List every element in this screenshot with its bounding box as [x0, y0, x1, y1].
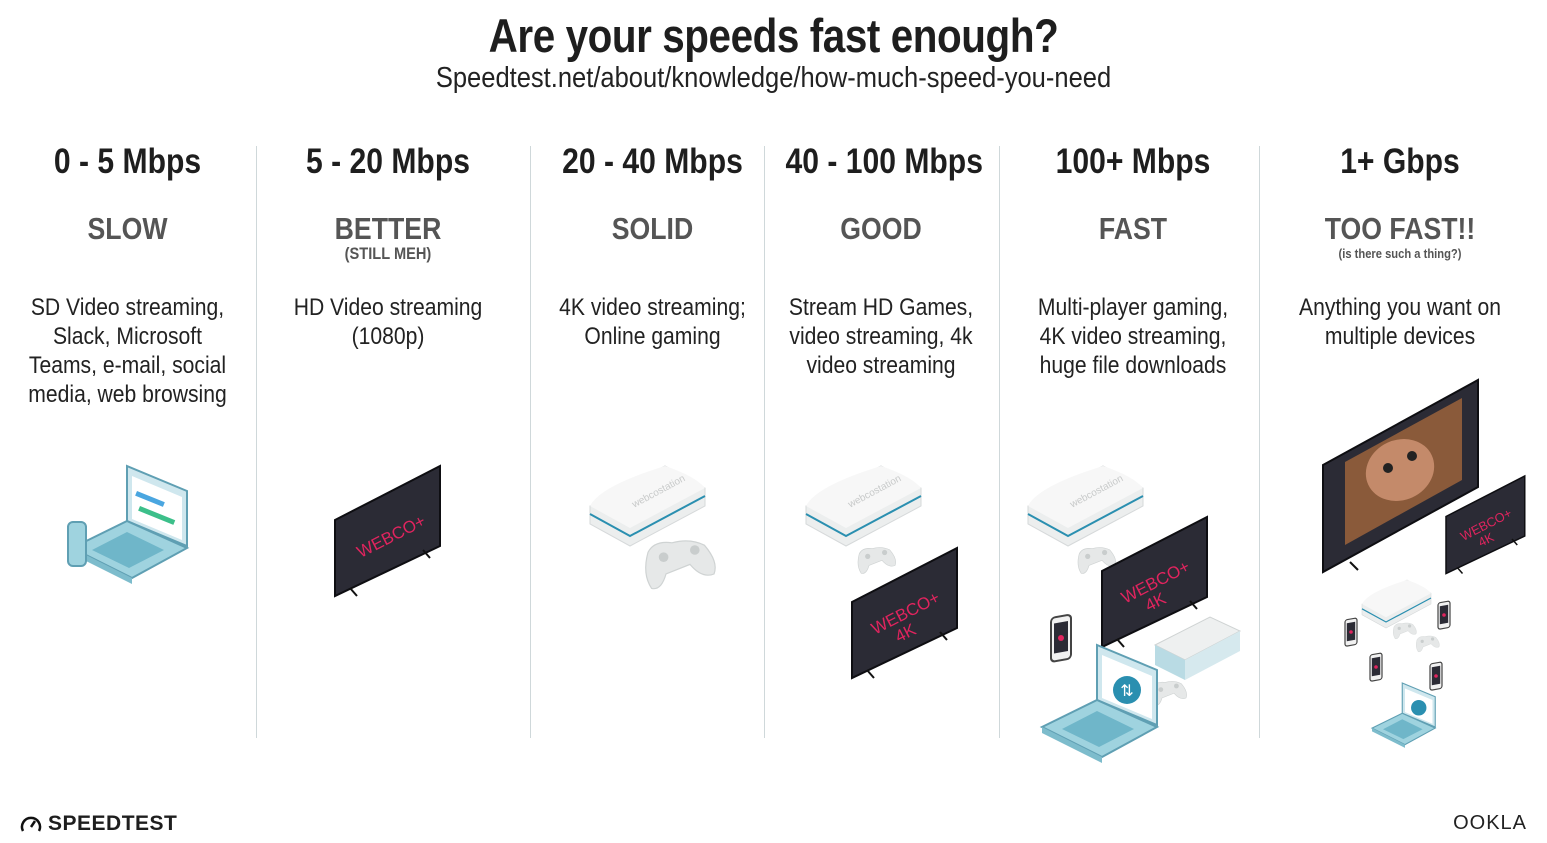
- tv-4k-icon: WEBCO+ 4K: [1445, 475, 1526, 575]
- game-console-icon: webcostation: [1027, 465, 1144, 547]
- tier-good: 40 - 100 Mbps GOOD Stream HD Games, vide…: [770, 140, 992, 379]
- tier-description: HD Video streaming (1080p): [293, 294, 483, 350]
- phone-icon: [1437, 600, 1451, 631]
- column-divider: [530, 146, 531, 738]
- page-subtitle-url: Speedtest.net/about/knowledge/how-much-s…: [435, 62, 1112, 94]
- tier-fast: 100+ Mbps FAST Multi-player gaming, 4K v…: [1013, 140, 1253, 379]
- tv-4k-text: 4K: [1476, 529, 1497, 550]
- svg-text:⇅: ⇅: [1120, 681, 1133, 700]
- game-controller-icon: [1416, 635, 1440, 653]
- tier-speed: 1+ Gbps: [1340, 142, 1460, 181]
- game-controller-icon: [645, 540, 716, 590]
- tier-sublabel: (STILL MEH): [344, 244, 432, 263]
- tv-4k-icon: WEBCO+ 4K: [851, 547, 958, 679]
- column-divider: [999, 146, 1000, 738]
- column-divider: [256, 146, 257, 738]
- tier-label: FAST: [1098, 211, 1168, 246]
- speedtest-logo: SPEEDTEST: [20, 812, 177, 836]
- tier-solid: 20 - 40 Mbps SOLID 4K video streaming; O…: [540, 140, 765, 350]
- phone-icon: [1344, 617, 1358, 648]
- tier-description: Anything you want on multiple devices: [1299, 294, 1501, 350]
- tier-label: GOOD: [840, 211, 922, 246]
- laptop-upload-icon: ⇅: [1041, 644, 1158, 764]
- tier-better: 5 - 20 Mbps BETTER (STILL MEH) HD Video …: [268, 140, 508, 350]
- phone-icon: [1369, 652, 1383, 683]
- large-tv-icon: [1322, 378, 1479, 574]
- tier-speed: 0 - 5 Mbps: [53, 142, 202, 181]
- tier-label: TOO FAST!!: [1324, 211, 1476, 246]
- tier-description: Stream HD Games, video streaming, 4k vid…: [788, 294, 974, 379]
- ookla-logo: OOKLA: [1453, 812, 1527, 834]
- tier-label: SOLID: [611, 211, 694, 246]
- tv-4k-icon: WEBCO+ 4K: [1101, 516, 1208, 648]
- phone-icon: [67, 521, 87, 567]
- game-console-icon: webcostation: [805, 465, 922, 547]
- tier-label: SLOW: [87, 211, 168, 246]
- game-console-icon: [1361, 579, 1432, 629]
- tier-description: SD Video streaming, Slack, Microsoft Tea…: [28, 294, 227, 408]
- game-console-flat-icon: [1153, 616, 1242, 680]
- laptop-upload-icon: [1371, 682, 1436, 749]
- tier-label: BETTER: [334, 211, 442, 246]
- tv-icon: WEBCO+: [334, 465, 441, 597]
- page-title: Are your speeds fast enough?: [488, 9, 1059, 62]
- tier-speed: 5 - 20 Mbps: [306, 142, 470, 181]
- phone-icon: [1429, 661, 1443, 692]
- tier-speed: 100+ Mbps: [1055, 142, 1211, 181]
- tier-description: 4K video streaming; Online gaming: [559, 294, 746, 350]
- phone-icon: [1050, 613, 1072, 663]
- column-divider: [764, 146, 765, 738]
- tier-too-fast: 1+ Gbps TOO FAST!! (is there such a thin…: [1285, 140, 1515, 350]
- tier-speed: 40 - 100 Mbps: [785, 142, 983, 181]
- laptop-icon: [71, 465, 188, 585]
- game-controller-icon: [1393, 622, 1417, 640]
- tier-sublabel: (is there such a thing?): [1338, 246, 1462, 261]
- gauge-icon: [20, 816, 42, 832]
- speedtest-logo-text: SPEEDTEST: [48, 812, 178, 835]
- column-divider: [1259, 146, 1260, 738]
- game-console-icon: webcostation: [589, 465, 706, 547]
- tier-slow: 0 - 5 Mbps SLOW SD Video streaming, Slac…: [10, 140, 245, 408]
- tier-description: Multi-player gaming, 4K video streaming,…: [1037, 294, 1229, 379]
- game-controller-icon: [857, 547, 896, 574]
- tier-speed: 20 - 40 Mbps: [562, 142, 743, 181]
